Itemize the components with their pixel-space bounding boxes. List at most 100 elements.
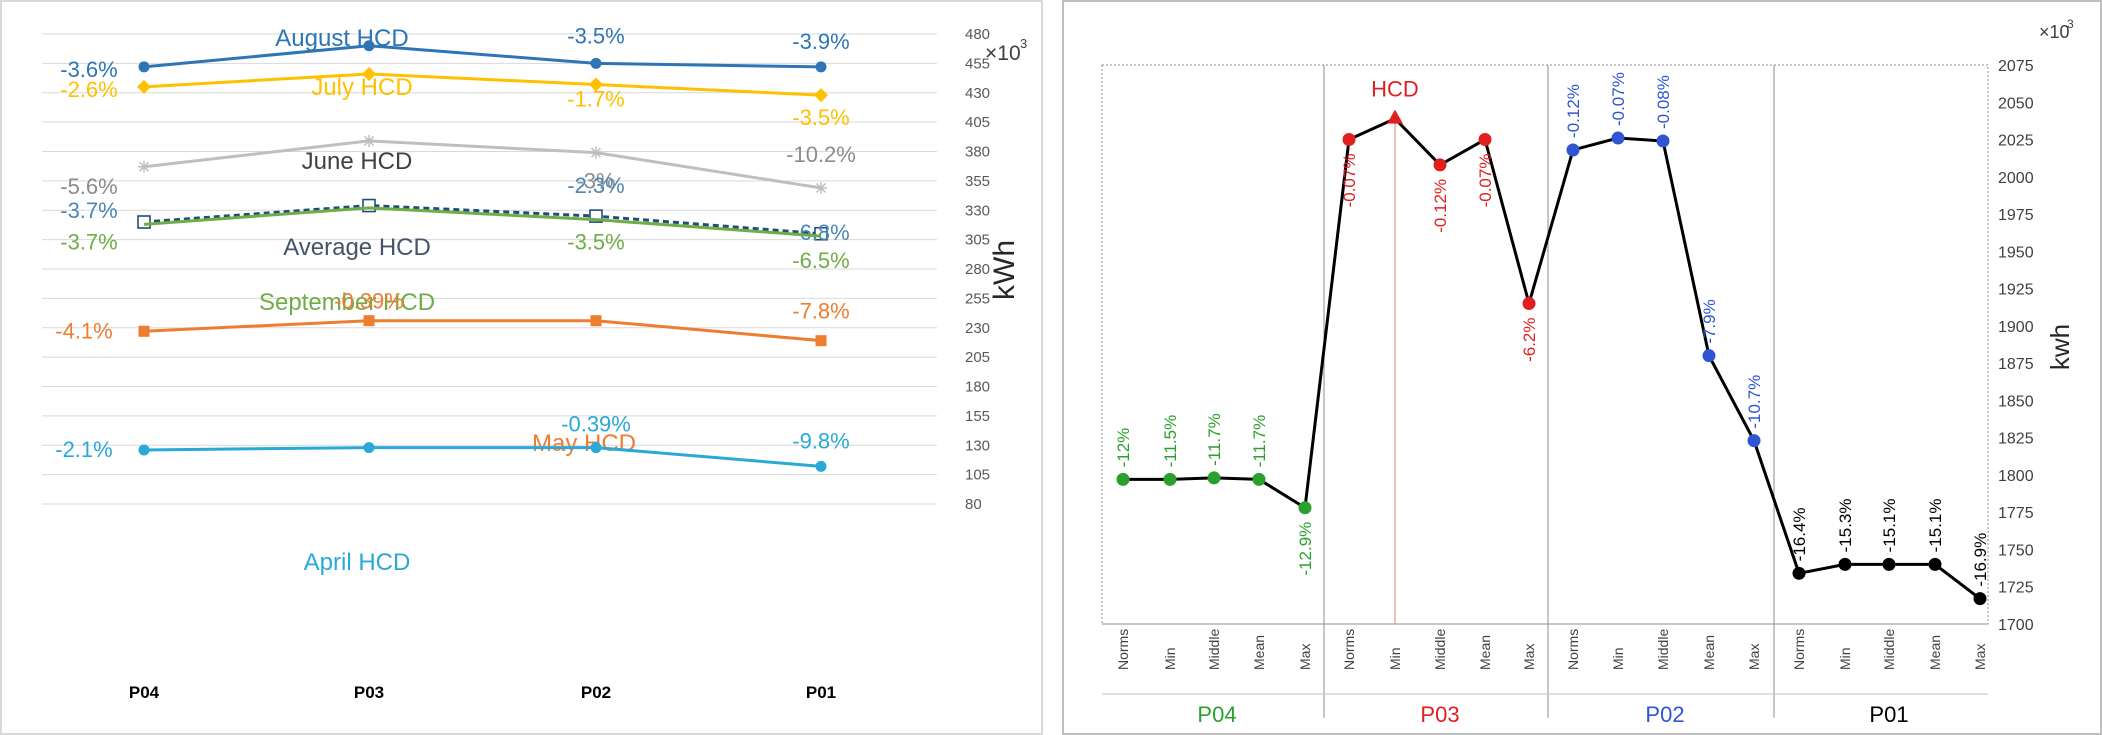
right-group-p03: -0.07% Norms Min -0.12% Middle -0.07% Mean -6.2… [1340,109,1539,727]
right-y-tick-label: 1800 [1998,468,2034,485]
left-data-label: -1.7% [567,87,624,112]
left-data-point [815,181,827,194]
left-y-tick-label: 155 [965,408,990,425]
left-series-july-hcd: -2.6% -1.7% -3.5% July HCD [60,66,850,130]
right-data-label: -12.9% [1296,522,1315,576]
right-x-category-label: Middle [1655,629,1671,670]
right-y-tick-label: 1850 [1998,393,2034,410]
right-y-tick-label: 1750 [1998,542,2034,559]
right-x-category-label: Middle [1881,629,1897,670]
left-y-tick-label: 130 [965,437,990,454]
left-data-point [362,198,376,213]
left-y-tick-label: 180 [965,379,990,396]
left-y-tick-label: 80 [965,496,982,513]
right-data-point [1792,566,1806,580]
right-y-tick-label: 1725 [1998,580,2034,597]
right-y-tick-label: 1975 [1998,207,2034,224]
left-y-tick-label: 330 [965,202,990,219]
right-x-category-label: Min [1162,647,1178,670]
right-data-label: -0.07% [1609,72,1628,126]
left-series-name-label: April HCD [304,549,411,576]
left-y-tick-label: 380 [965,144,990,161]
right-y-tick-label: 1775 [1998,505,2034,522]
left-data-point [590,146,602,159]
left-series-april-hcd: -2.1% -0.39% -9.8% April HCD [55,412,849,576]
right-x-category-label: Min [1837,647,1853,670]
right-data-point [1702,349,1716,363]
left-data-point [138,325,150,337]
right-data-label: -15.1% [1880,498,1899,552]
left-data-point [363,134,375,147]
right-hcd-triangle-marker [1387,109,1403,124]
left-y-tick-label: 280 [965,261,990,278]
left-series-line [143,44,822,69]
left-x-category-label: P03 [354,683,384,702]
left-data-label: -6.5% [792,248,849,273]
right-data-point [1116,472,1130,486]
right-group-name-label: P03 [1420,702,1459,727]
right-data-label: -11.7% [1250,415,1269,468]
left-series-line [143,204,822,236]
left-data-label: -2.3% [567,173,624,198]
right-x-category-label: Max [1972,644,1988,670]
left-data-label: -3.5% [567,230,624,255]
left-series-may-hcd: -4.1% -0.39% -7.8% May HCD [55,289,849,457]
left-data-point [815,335,827,347]
right-data-point [1838,557,1852,571]
left-y-tick-label: 305 [965,232,990,249]
right-group-name-label: P02 [1645,702,1684,727]
right-series-line [1123,116,1981,600]
right-x-category-label: Norms [1115,629,1131,670]
left-data-label: -4.1% [55,318,112,343]
right-x-category-label: Middle [1432,629,1448,670]
right-x-category-label: Max [1297,644,1313,670]
left-y-tick-label: 480 [965,26,990,43]
right-x-category-label: Min [1610,647,1626,670]
left-series-line [143,72,822,97]
left-data-point [590,315,602,327]
right-x-category-label: Max [1746,644,1762,670]
left-x-category-label: P04 [129,683,160,702]
right-y-tick-label: 1875 [1998,356,2034,373]
right-data-label: -0.12% [1564,84,1583,138]
right-group-name-label: P01 [1869,702,1908,727]
right-x-category-label: Mean [1701,635,1717,670]
right-data-point [1566,143,1580,157]
left-data-label: -3.5% [567,23,624,48]
left-data-label: -10.2% [786,142,856,167]
left-series-line [143,319,822,343]
left-data-point [137,79,151,94]
left-series-name-label: September HCD [259,289,435,316]
left-data-label: -6.8% [792,220,849,245]
right-data-point [1163,472,1177,486]
right-y-tick-label: 2000 [1998,170,2034,187]
left-x-category-label: P01 [806,683,836,702]
right-group-p02: -0.12% Norms -0.07% Min -0.08% Middle -7.9% Mea… [1564,72,1764,727]
right-y-tick-label: 1900 [1998,319,2034,336]
right-data-label: -11.5% [1161,415,1180,468]
right-data-point [1973,592,1987,606]
left-data-label: -3.6% [60,57,117,82]
right-x-category-label: Mean [1477,635,1493,670]
right-plot-frame [1101,64,1989,625]
right-data-label: -15.3% [1836,498,1855,552]
left-y-tick-label: 255 [965,290,990,307]
right-x-category-label: Min [1387,647,1403,670]
right-data-label: -6.2% [1520,318,1539,362]
left-line-chart: 80 105 130 155 180 205 230 255 280 305 330 355 380 40… [42,23,1027,702]
left-data-point [138,160,150,173]
right-group-name-label: P04 [1197,702,1236,727]
right-x-category-label: Norms [1791,629,1807,670]
left-series-line [143,446,822,468]
left-series-name-label: Average HCD [283,234,431,261]
left-y-tick-label: 230 [965,320,990,337]
left-data-label: -3.9% [792,29,849,54]
left-data-point [363,40,375,52]
left-data-label: -3.5% [792,105,849,130]
left-series-september-hcd: -3.7% -3.5% -6.5% September HCD [60,206,850,316]
left-series-name-label: June HCD [302,148,413,175]
right-y-axis-label: kwh [2045,324,2075,370]
right-data-point [1747,434,1761,448]
right-line-chart: 1700 1725 1750 1775 1800 1825 1850 1875 1900 1925… [1101,17,2075,727]
right-data-label: -16.4% [1790,507,1809,561]
